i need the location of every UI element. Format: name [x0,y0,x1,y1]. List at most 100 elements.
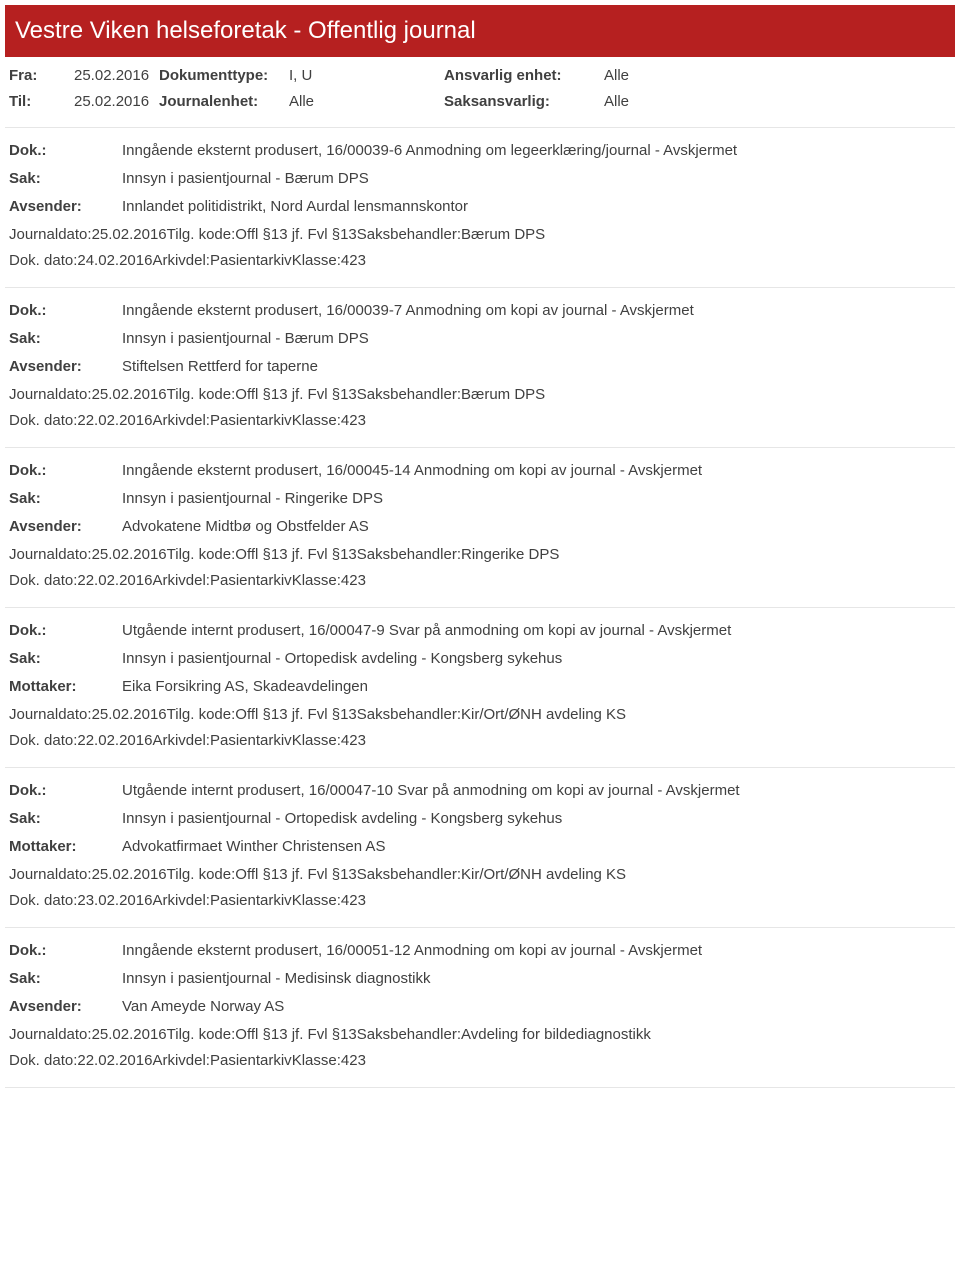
journaldato-label: Journaldato: [9,386,92,403]
dok-label: Dok.: [9,462,122,479]
filter-til-value: 25.02.2016 [74,93,159,110]
filter-doktype-value: I, U [289,67,444,84]
klasse-label: Klasse: [292,1052,341,1069]
party-label: Avsender: [9,358,122,375]
filter-ansvarlig-label: Ansvarlig enhet: [444,67,604,84]
dok-label: Dok.: [9,622,122,639]
dokdato-value: 22.02.2016 [77,1052,152,1069]
journaldato-label: Journaldato: [9,546,92,563]
sak-value: Innsyn i pasientjournal - Ortopedisk avd… [122,650,562,667]
dok-label: Dok.: [9,142,122,159]
tilgkode-value: Offl §13 jf. Fvl §13 [235,226,356,243]
journaldato-label: Journaldato: [9,866,92,883]
sak-value: Innsyn i pasientjournal - Ortopedisk avd… [122,810,562,827]
sak-label: Sak: [9,810,122,827]
dok-value: Inngående eksternt produsert, 16/00039-6… [122,142,737,159]
dokdato-value: 22.02.2016 [77,572,152,589]
klasse-label: Klasse: [292,892,341,909]
dok-value: Utgående internt produsert, 16/00047-9 S… [122,622,731,639]
party-label: Mottaker: [9,678,122,695]
sak-value: Innsyn i pasientjournal - Bærum DPS [122,170,369,187]
dok-value: Inngående eksternt produsert, 16/00051-1… [122,942,702,959]
klasse-value: 423 [341,412,366,429]
klasse-value: 423 [341,892,366,909]
dok-label: Dok.: [9,302,122,319]
tilgkode-value: Offl §13 jf. Fvl §13 [235,386,356,403]
klasse-value: 423 [341,572,366,589]
page-title: Vestre Viken helseforetak - Offentlig jo… [15,17,945,45]
saksbehandler-value: Kir/Ort/ØNH avdeling KS [461,866,626,883]
filter-til-label: Til: [9,93,74,110]
saksbehandler-value: Bærum DPS [461,386,545,403]
dokdato-label: Dok. dato: [9,892,77,909]
tilgkode-label: Tilg. kode: [167,546,236,563]
journaldato-value: 25.02.2016 [92,386,167,403]
tilgkode-label: Tilg. kode: [167,1026,236,1043]
filter-fra-value: 25.02.2016 [74,67,159,84]
party-label: Avsender: [9,518,122,535]
dok-label: Dok.: [9,782,122,799]
journal-entry: Dok.: Utgående internt produsert, 16/000… [5,608,955,768]
tilgkode-label: Tilg. kode: [167,706,236,723]
journaldato-label: Journaldato: [9,226,92,243]
tilgkode-value: Offl §13 jf. Fvl §13 [235,706,356,723]
saksbehandler-label: Saksbehandler: [357,226,461,243]
page-header: Vestre Viken helseforetak - Offentlig jo… [5,5,955,57]
arkivdel-label: Arkivdel: [152,892,210,909]
journal-entry: Dok.: Inngående eksternt produsert, 16/0… [5,448,955,608]
sak-label: Sak: [9,490,122,507]
party-value: Advokatfirmaet Winther Christensen AS [122,838,385,855]
journaldato-value: 25.02.2016 [92,866,167,883]
dokdato-value: 22.02.2016 [77,732,152,749]
klasse-value: 423 [341,252,366,269]
journal-entry: Dok.: Inngående eksternt produsert, 16/0… [5,128,955,288]
filter-bar: Fra: Til: 25.02.2016 25.02.2016 Dokument… [5,57,955,119]
journaldato-label: Journaldato: [9,1026,92,1043]
sak-value: Innsyn i pasientjournal - Bærum DPS [122,330,369,347]
dok-label: Dok.: [9,942,122,959]
party-value: Innlandet politidistrikt, Nord Aurdal le… [122,198,468,215]
filter-doktype-label: Dokumenttype: [159,67,289,84]
sak-value: Innsyn i pasientjournal - Ringerike DPS [122,490,383,507]
tilgkode-value: Offl §13 jf. Fvl §13 [235,546,356,563]
filter-saksansvarlig-value: Alle [604,93,951,110]
saksbehandler-label: Saksbehandler: [357,706,461,723]
dok-value: Inngående eksternt produsert, 16/00045-1… [122,462,702,479]
journaldato-value: 25.02.2016 [92,546,167,563]
klasse-value: 423 [341,732,366,749]
journaldato-value: 25.02.2016 [92,226,167,243]
party-value: Eika Forsikring AS, Skadeavdelingen [122,678,368,695]
filter-saksansvarlig-label: Saksansvarlig: [444,93,604,110]
dokdato-label: Dok. dato: [9,412,77,429]
saksbehandler-value: Kir/Ort/ØNH avdeling KS [461,706,626,723]
sak-label: Sak: [9,170,122,187]
saksbehandler-value: Avdeling for bildediagnostikk [461,1026,651,1043]
arkivdel-value: Pasientarkiv [210,572,292,589]
dokdato-label: Dok. dato: [9,572,77,589]
saksbehandler-label: Saksbehandler: [357,546,461,563]
tilgkode-label: Tilg. kode: [167,226,236,243]
journal-entry: Dok.: Inngående eksternt produsert, 16/0… [5,928,955,1088]
arkivdel-value: Pasientarkiv [210,412,292,429]
arkivdel-label: Arkivdel: [152,732,210,749]
saksbehandler-label: Saksbehandler: [357,866,461,883]
saksbehandler-label: Saksbehandler: [357,1026,461,1043]
sak-value: Innsyn i pasientjournal - Medisinsk diag… [122,970,431,987]
filter-fra-label: Fra: [9,67,74,84]
journaldato-value: 25.02.2016 [92,1026,167,1043]
tilgkode-value: Offl §13 jf. Fvl §13 [235,866,356,883]
tilgkode-value: Offl §13 jf. Fvl §13 [235,1026,356,1043]
dokdato-value: 24.02.2016 [77,252,152,269]
party-label: Avsender: [9,198,122,215]
klasse-value: 423 [341,1052,366,1069]
arkivdel-value: Pasientarkiv [210,892,292,909]
arkivdel-value: Pasientarkiv [210,732,292,749]
dokdato-value: 22.02.2016 [77,412,152,429]
journal-entry: Dok.: Utgående internt produsert, 16/000… [5,768,955,928]
klasse-label: Klasse: [292,412,341,429]
tilgkode-label: Tilg. kode: [167,386,236,403]
dok-value: Utgående internt produsert, 16/00047-10 … [122,782,740,799]
dokdato-label: Dok. dato: [9,732,77,749]
journaldato-label: Journaldato: [9,706,92,723]
arkivdel-label: Arkivdel: [152,572,210,589]
